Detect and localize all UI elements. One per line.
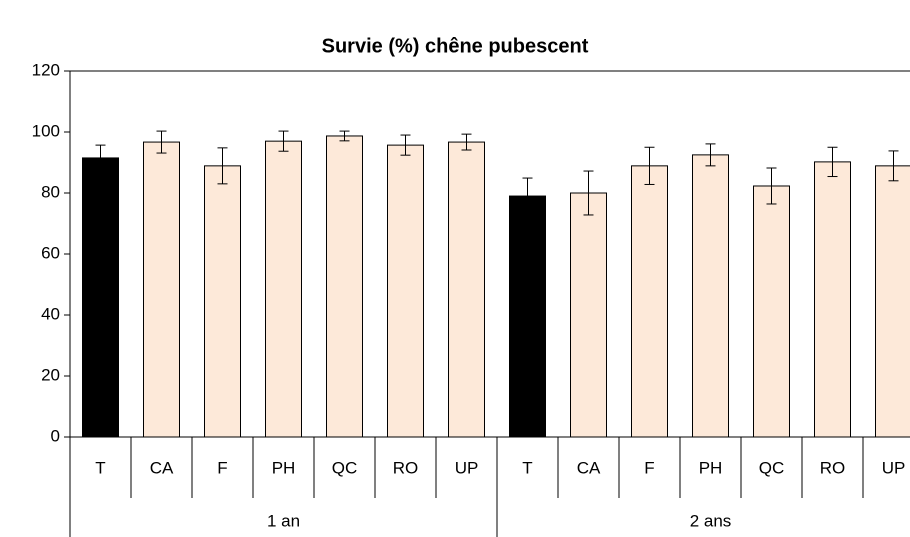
bar bbox=[265, 140, 302, 438]
x-tick-label: PH bbox=[272, 458, 296, 477]
chart-title: Survie (%) chêne pubescent bbox=[322, 35, 589, 57]
bar bbox=[387, 144, 424, 438]
bar bbox=[326, 135, 363, 438]
y-tick-label: 40 bbox=[41, 304, 60, 323]
x-tick-label: UP bbox=[882, 458, 906, 477]
bar bbox=[570, 192, 607, 438]
group-label: 2 ans bbox=[690, 511, 732, 530]
y-tick-label: 120 bbox=[32, 60, 60, 79]
x-tick-label: UP bbox=[455, 458, 479, 477]
bar bbox=[692, 154, 729, 438]
x-tick-label: T bbox=[522, 458, 532, 477]
y-tick-label: 60 bbox=[41, 243, 60, 262]
bar bbox=[814, 161, 851, 438]
bar bbox=[204, 165, 241, 438]
x-tick-label: QC bbox=[759, 458, 785, 477]
bar bbox=[143, 141, 180, 438]
y-tick-label: 80 bbox=[41, 182, 60, 201]
y-tick-label: 0 bbox=[51, 426, 60, 445]
bar bbox=[448, 141, 485, 438]
y-tick-label: 100 bbox=[32, 121, 60, 140]
x-tick-label: T bbox=[95, 458, 105, 477]
x-tick-label: RO bbox=[820, 458, 846, 477]
y-tick-label: 20 bbox=[41, 365, 60, 384]
bar bbox=[82, 157, 119, 438]
bar bbox=[509, 195, 546, 438]
x-tick-label: RO bbox=[393, 458, 419, 477]
x-tick-label: F bbox=[644, 458, 654, 477]
x-tick-label: CA bbox=[577, 458, 601, 477]
group-label: 1 an bbox=[267, 511, 300, 530]
bar bbox=[875, 165, 910, 438]
x-tick-label: CA bbox=[150, 458, 174, 477]
x-tick-label: QC bbox=[332, 458, 358, 477]
x-tick-label: PH bbox=[699, 458, 723, 477]
bar bbox=[753, 185, 790, 438]
bar bbox=[631, 165, 668, 438]
x-tick-label: F bbox=[217, 458, 227, 477]
